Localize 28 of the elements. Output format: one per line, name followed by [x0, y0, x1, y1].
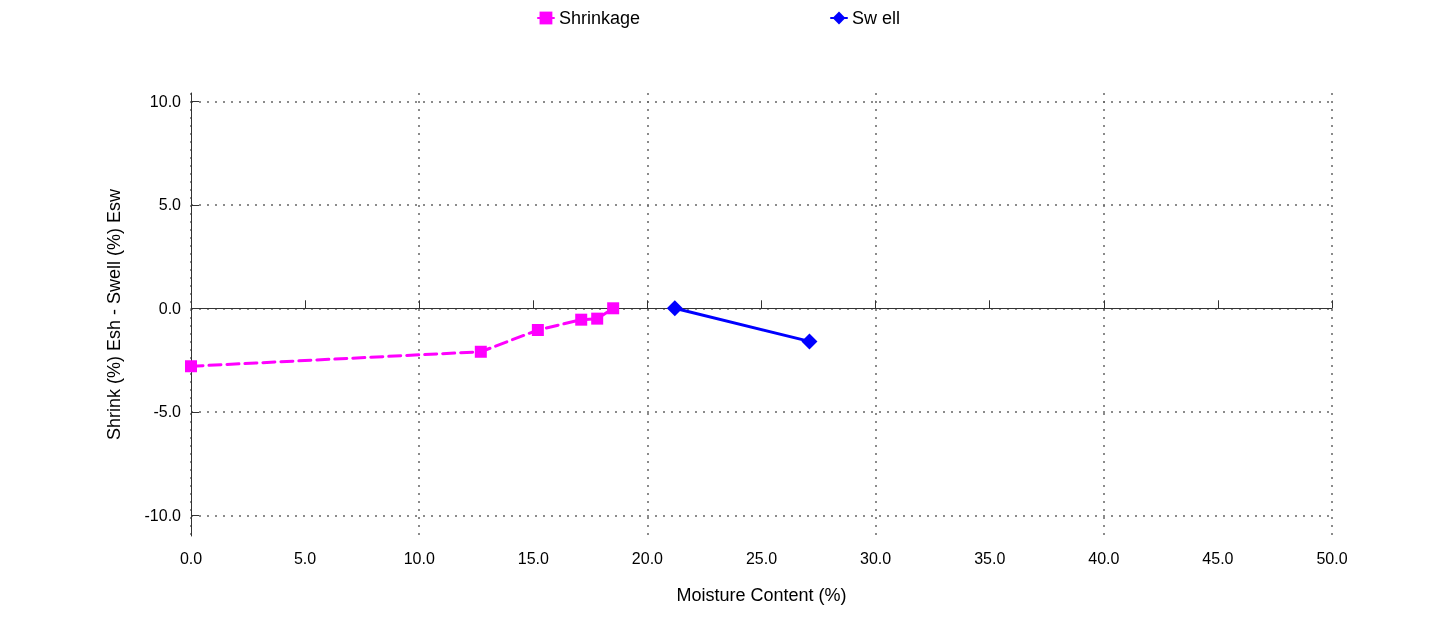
legend-label: Shrinkage — [558, 8, 641, 28]
x-tick-label: 10.0 — [403, 549, 435, 567]
y-tick-label: 10.0 — [149, 92, 182, 110]
point — [591, 312, 604, 325]
point — [666, 300, 683, 317]
point — [575, 313, 588, 326]
x-axis-title: Moisture Content (%) — [676, 585, 847, 605]
y-axis-title: Shrink (%) Esh - Swell (%) Esw — [104, 187, 124, 441]
x-tick-label: 35.0 — [974, 549, 1006, 567]
x-tick-label: 45.0 — [1202, 549, 1234, 567]
legend-label: Sw ell — [852, 8, 901, 28]
x-tick-label: 20.0 — [631, 549, 664, 567]
x-tick-label: 40.0 — [1088, 549, 1120, 567]
point — [474, 345, 487, 358]
x-tick-label: 25.0 — [745, 549, 778, 567]
x-tick-label: 30.0 — [860, 549, 892, 567]
y-tick-label: -5.0 — [153, 403, 182, 421]
x-tick-label: 0.0 — [179, 549, 203, 567]
point — [801, 333, 818, 350]
point — [185, 360, 197, 373]
point — [531, 324, 544, 337]
x-tick-label: 50.0 — [1316, 549, 1348, 567]
x-tick-label: 15.0 — [517, 549, 549, 567]
y-tick-label: 0.0 — [158, 299, 182, 317]
x-tick-label: 5.0 — [293, 549, 317, 567]
y-tick-label: -10.0 — [144, 506, 182, 524]
y-tick-label: 5.0 — [158, 196, 182, 214]
point — [607, 302, 620, 315]
